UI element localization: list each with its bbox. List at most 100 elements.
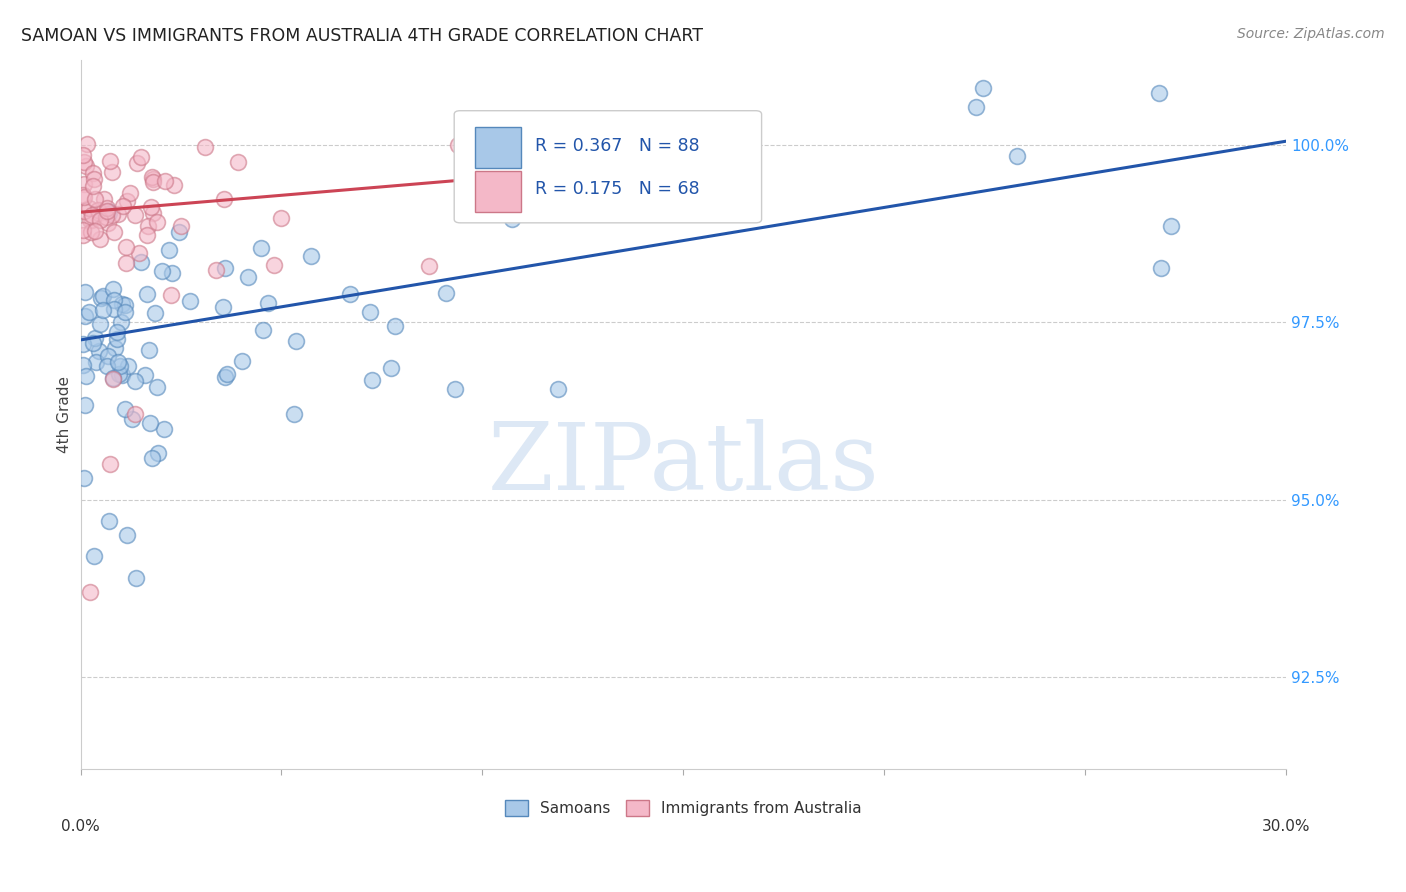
Point: [107, 367, 129, 381]
Point: [72, 223, 94, 237]
Point: [146, 380, 169, 394]
Point: [103, 225, 125, 239]
Bar: [475, 127, 520, 169]
Point: [101, 372, 124, 386]
Point: [252, 323, 274, 337]
Point: [155, 174, 177, 188]
Point: [84, 192, 107, 206]
Point: [87, 202, 110, 217]
Point: [114, 256, 136, 270]
Point: [257, 295, 280, 310]
Point: [98, 154, 121, 169]
Point: [547, 382, 569, 396]
Point: [214, 260, 236, 275]
Point: [111, 296, 134, 310]
Point: [461, 181, 484, 195]
Point: [167, 225, 190, 239]
Point: [114, 298, 136, 312]
Text: SAMOAN VS IMMIGRANTS FROM AUSTRALIA 4TH GRADE CORRELATION CHART: SAMOAN VS IMMIGRANTS FROM AUSTRALIA 4TH …: [21, 27, 703, 45]
Point: [217, 367, 239, 381]
Point: [82, 212, 104, 227]
Point: [238, 270, 260, 285]
Point: [146, 215, 169, 229]
Point: [79, 201, 101, 215]
Point: [117, 359, 139, 373]
Point: [90, 291, 112, 305]
Point: [104, 341, 127, 355]
Point: [111, 368, 134, 382]
Text: R = 0.175   N = 68: R = 0.175 N = 68: [534, 180, 700, 199]
Point: [114, 240, 136, 254]
Point: [89, 205, 111, 219]
Point: [129, 254, 152, 268]
Point: [212, 300, 235, 314]
Point: [89, 212, 111, 227]
Point: [82, 179, 104, 194]
Point: [142, 172, 165, 186]
Point: [89, 232, 111, 246]
Point: [150, 264, 173, 278]
Point: [134, 368, 156, 383]
Point: [214, 192, 236, 206]
Point: [157, 244, 180, 258]
Point: [97, 349, 120, 363]
Point: [142, 206, 165, 220]
Point: [444, 382, 467, 396]
Point: [101, 282, 124, 296]
Point: [105, 332, 128, 346]
Point: [98, 514, 121, 528]
Point: [77, 305, 100, 319]
Point: [73, 285, 96, 299]
Point: [135, 227, 157, 242]
Point: [75, 368, 97, 383]
Point: [72, 188, 94, 202]
Point: [83, 549, 105, 564]
Point: [91, 302, 114, 317]
Point: [359, 304, 381, 318]
Point: [101, 208, 124, 222]
Point: [160, 266, 183, 280]
Point: [965, 100, 987, 114]
Point: [146, 446, 169, 460]
Text: 30.0%: 30.0%: [1261, 819, 1310, 834]
Point: [231, 354, 253, 368]
Point: [72, 228, 94, 243]
Point: [118, 186, 141, 200]
Point: [360, 373, 382, 387]
Point: [115, 528, 138, 542]
Point: [159, 287, 181, 301]
Point: [170, 219, 193, 233]
Point: [124, 375, 146, 389]
Point: [136, 287, 159, 301]
FancyBboxPatch shape: [454, 111, 762, 223]
Point: [142, 175, 165, 189]
Point: [73, 190, 96, 204]
Point: [226, 155, 249, 169]
Bar: [475, 171, 520, 212]
Point: [139, 417, 162, 431]
Point: [79, 585, 101, 599]
Point: [143, 306, 166, 320]
Point: [107, 354, 129, 368]
Point: [1149, 86, 1171, 100]
Point: [179, 293, 201, 308]
Point: [93, 192, 115, 206]
Point: [80, 225, 103, 239]
Point: [73, 177, 96, 191]
Point: [96, 203, 118, 218]
Point: [111, 199, 134, 213]
Point: [128, 246, 150, 260]
Point: [524, 204, 547, 219]
Point: [72, 336, 94, 351]
Point: [103, 293, 125, 307]
Legend: Samoans, Immigrants from Australia: Samoans, Immigrants from Australia: [499, 794, 868, 822]
Point: [73, 471, 96, 485]
Point: [72, 359, 94, 373]
Point: [114, 402, 136, 417]
Point: [96, 359, 118, 373]
Point: [105, 326, 128, 340]
Point: [115, 194, 138, 209]
Point: [121, 412, 143, 426]
Point: [270, 211, 292, 226]
Point: [194, 140, 217, 154]
